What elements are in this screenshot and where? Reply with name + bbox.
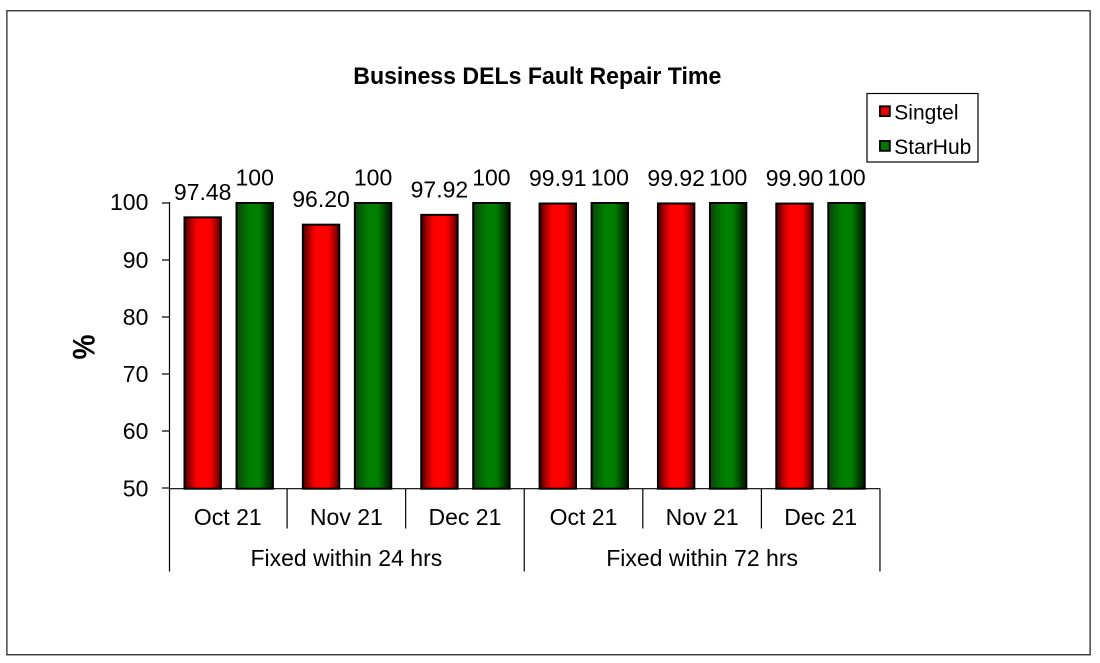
svg-text:Fixed within 24 hrs: Fixed within 24 hrs [250, 545, 442, 571]
svg-text:Dec 21: Dec 21 [429, 504, 502, 530]
svg-text:80: 80 [123, 304, 149, 330]
svg-text:97.92: 97.92 [411, 176, 469, 202]
svg-text:99.91: 99.91 [529, 165, 587, 191]
svg-text:100: 100 [354, 165, 392, 191]
svg-text:99.90: 99.90 [766, 165, 824, 191]
svg-text:100: 100 [472, 165, 510, 191]
svg-text:100: 100 [827, 165, 865, 191]
svg-text:Nov 21: Nov 21 [666, 504, 739, 530]
svg-text:Business DELs Fault Repair Tim: Business DELs Fault Repair Time [353, 63, 721, 90]
svg-text:Fixed within 72 hrs: Fixed within 72 hrs [606, 545, 798, 571]
svg-text:Singtel: Singtel [894, 102, 958, 125]
svg-text:50: 50 [123, 475, 149, 501]
svg-text:Oct 21: Oct 21 [550, 504, 618, 530]
svg-text:Oct 21: Oct 21 [194, 504, 262, 530]
svg-text:100: 100 [591, 165, 629, 191]
svg-text:70: 70 [123, 361, 149, 387]
svg-text:99.92: 99.92 [647, 165, 705, 191]
svg-text:97.48: 97.48 [174, 179, 232, 205]
svg-text:StarHub: StarHub [894, 136, 971, 159]
svg-text:%: % [67, 335, 102, 360]
svg-text:100: 100 [236, 165, 274, 191]
svg-text:96.20: 96.20 [292, 186, 350, 212]
svg-text:90: 90 [123, 247, 149, 273]
svg-text:60: 60 [123, 418, 149, 444]
svg-text:Nov 21: Nov 21 [310, 504, 383, 530]
svg-text:100: 100 [709, 165, 747, 191]
svg-text:100: 100 [110, 189, 148, 215]
svg-text:Dec 21: Dec 21 [784, 504, 857, 530]
